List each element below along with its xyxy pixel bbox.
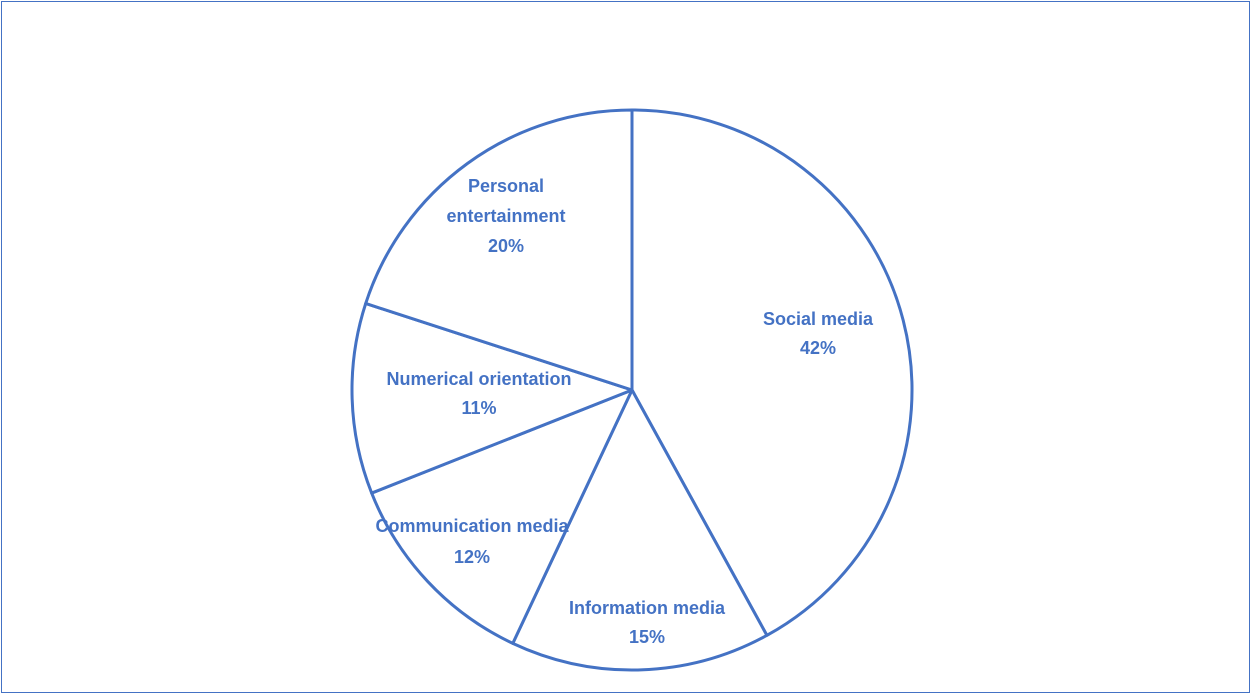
pie-label-percent: 12% <box>454 547 490 567</box>
pie-label-percent: 15% <box>629 627 665 647</box>
pie-label-personal-entertainment: Personal entertainment 20% <box>446 176 565 256</box>
pie-slice-personal-entertainment <box>364 108 634 392</box>
pie-labels: Social media 42% Information media 15% Commu… <box>375 176 874 647</box>
pie-label-text: Information media <box>569 598 726 618</box>
pie-label-text: entertainment <box>446 206 565 226</box>
pie-slice-information-media <box>511 388 769 672</box>
pie-label-percent: 42% <box>800 338 836 358</box>
pie-label-text: Social media <box>763 309 874 329</box>
pie-label-information-media: Information media 15% <box>569 598 726 647</box>
pie-label-numerical-orientation: Numerical orientation 11% <box>386 369 571 418</box>
pie-label-social-media: Social media 42% <box>763 309 874 358</box>
pie-label-percent: 11% <box>461 398 496 418</box>
pie-label-text: Personal <box>468 176 544 196</box>
pie-label-text: Communication media <box>375 516 569 536</box>
pie-slice-communication-media <box>370 388 634 645</box>
pie-slice-social-media <box>630 108 914 637</box>
pie-label-communication-media: Communication media 12% <box>375 516 569 567</box>
pie-slice-numerical-orientation <box>350 301 634 495</box>
pie-label-percent: 20% <box>488 236 524 256</box>
pie-slices <box>350 108 914 672</box>
pie-label-text: Numerical orientation <box>386 369 571 389</box>
